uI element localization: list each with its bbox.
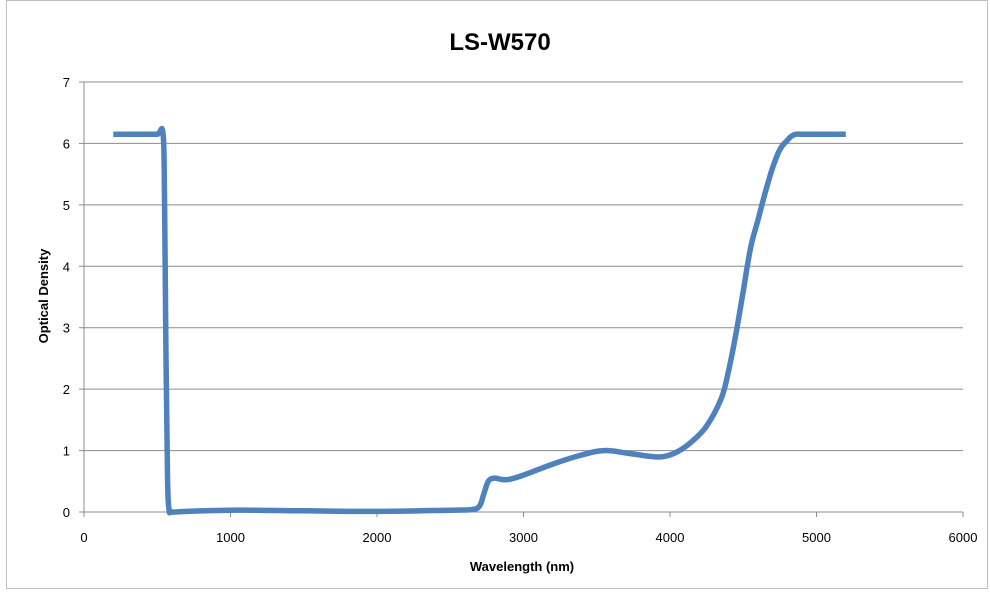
- x-tick-label: 2000: [363, 530, 392, 545]
- chart-title: LS-W570: [449, 29, 550, 56]
- y-tick-label: 2: [63, 382, 70, 397]
- series-line-0: [113, 129, 846, 513]
- y-tick-label: 4: [63, 259, 70, 274]
- y-tick-label: 5: [63, 198, 70, 213]
- x-tick-label: 4000: [656, 530, 685, 545]
- y-tick-label: 1: [63, 444, 70, 459]
- x-tick-label: 5000: [802, 530, 831, 545]
- y-tick-label: 6: [63, 136, 70, 151]
- y-tick-label: 7: [63, 75, 70, 90]
- x-axis-label: Wavelength (nm): [470, 559, 574, 574]
- y-axis-label: Optical Density: [36, 248, 51, 343]
- x-tick-label: 1000: [216, 530, 245, 545]
- x-tick-label: 6000: [949, 530, 978, 545]
- y-tick-label: 3: [63, 321, 70, 336]
- y-tick-label: 0: [63, 505, 70, 520]
- series-layer: [113, 129, 846, 513]
- gridlines: [84, 82, 963, 451]
- x-tick-label: 0: [80, 530, 87, 545]
- x-tick-label: 3000: [509, 530, 538, 545]
